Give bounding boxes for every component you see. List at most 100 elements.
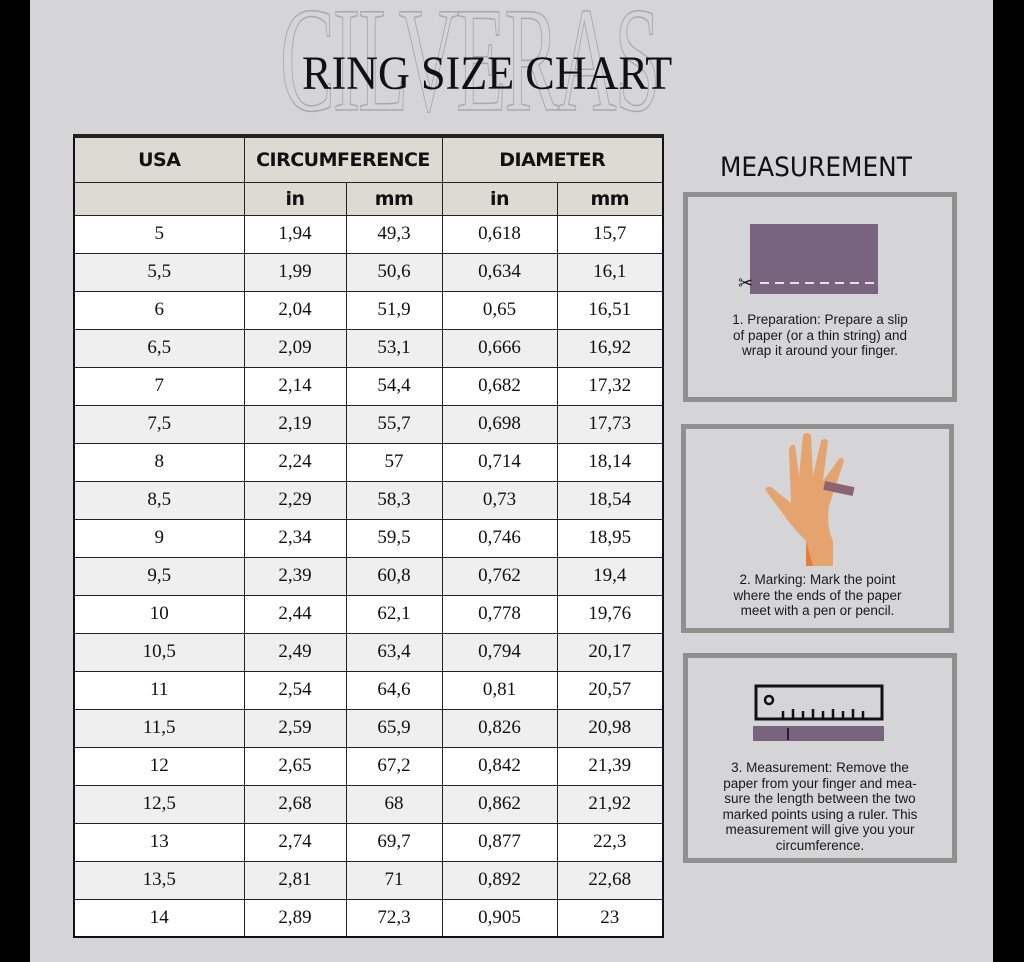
circumference-in-cell: 2,29 (243, 480, 347, 520)
ruler-icon (753, 684, 884, 741)
diameter-mm-cell: 23 (556, 898, 664, 938)
diameter-in-cell: 0,714 (441, 442, 558, 482)
table-row: 12,5 2,68 68 0,862 21,92 (73, 784, 664, 824)
usa-size-cell: 10 (73, 594, 245, 634)
table-row: 10,5 2,49 63,4 0,794 20,17 (73, 632, 664, 672)
table-row: 11,5 2,59 65,9 0,826 20,98 (73, 708, 664, 748)
circumference-in-cell: 2,81 (243, 860, 347, 900)
circumference-mm-cell: 54,4 (345, 366, 443, 406)
header-diameter: DIAMETER (441, 134, 664, 183)
unit-header-blank (73, 181, 245, 216)
circumference-in-cell: 1,99 (243, 252, 347, 292)
circumference-mm-cell: 57 (345, 442, 443, 482)
diameter-mm-cell: 22,68 (556, 860, 664, 900)
diameter-in-cell: 0,81 (441, 670, 558, 710)
circumference-mm-cell: 51,9 (345, 290, 443, 330)
page-title: RING SIZE CHART (302, 47, 673, 100)
diameter-in-cell: 0,892 (441, 860, 558, 900)
circumference-in-cell: 2,24 (243, 442, 347, 482)
table-row: 9 2,34 59,5 0,746 18,95 (73, 518, 664, 558)
diameter-in-cell: 0,842 (441, 746, 558, 786)
diameter-mm-cell: 22,3 (556, 822, 664, 862)
step-1-card: ✂ 1. Preparation: Prepare a slip of pape… (683, 192, 957, 402)
circumference-in-cell: 2,34 (243, 518, 347, 558)
usa-size-cell: 6,5 (73, 328, 245, 368)
usa-size-cell: 13,5 (73, 860, 245, 900)
table-row: 13 2,74 69,7 0,877 22,3 (73, 822, 664, 862)
circumference-mm-cell: 64,6 (345, 670, 443, 710)
step-text-line: wrap it around your finger. (741, 343, 899, 358)
header-circumference: CIRCUMFERENCE (243, 134, 443, 183)
step-2-card: 2. Marking: Mark the point where the end… (681, 424, 954, 633)
step-text-line: of paper (or a thin string) and (732, 327, 908, 343)
hand-with-paper-ring-icon (765, 433, 855, 566)
step-text-line: circumference. (775, 837, 865, 853)
diameter-in-cell: 0,618 (441, 214, 558, 254)
circumference-mm-cell: 72,3 (345, 898, 443, 938)
step-text-line: measurement will give you your (725, 822, 915, 837)
table-body: 5 1,94 49,3 0,618 15,7 5,5 1,99 50,6 0,634 16,1 6 2… (73, 214, 664, 938)
diameter-mm-cell: 17,73 (556, 404, 664, 444)
step-text-line: sure the length between the two (724, 791, 916, 806)
circumference-mm-cell: 50,6 (345, 252, 443, 292)
diameter-mm-cell: 20,17 (556, 632, 664, 672)
table-row: 5 1,94 49,3 0,618 15,7 (73, 214, 664, 254)
circumference-in-cell: 2,44 (243, 594, 347, 634)
usa-size-cell: 5,5 (73, 252, 245, 292)
step-3-text: 3. Measurement: Remove the paper from yo… (688, 760, 952, 853)
diameter-in-cell: 0,65 (441, 290, 558, 330)
header-usa: USA (73, 134, 245, 183)
unit-header-circ-mm: mm (345, 181, 443, 216)
diameter-mm-cell: 19,76 (556, 594, 664, 634)
diameter-mm-cell: 20,98 (556, 708, 664, 748)
circumference-in-cell: 1,94 (243, 214, 347, 254)
circumference-in-cell: 2,09 (243, 328, 347, 368)
step-text-line: marked points using a ruler. This (722, 806, 918, 822)
diameter-in-cell: 0,826 (441, 708, 558, 748)
step-text-line: meet with a pen or pencil. (740, 603, 895, 618)
usa-size-cell: 5 (73, 214, 245, 254)
circumference-in-cell: 2,49 (243, 632, 347, 672)
unit-header-circ-in: in (243, 181, 347, 216)
diameter-mm-cell: 15,7 (556, 214, 664, 254)
step-text-line: 1. Preparation: Prepare a slip (732, 312, 908, 327)
diameter-mm-cell: 18,14 (556, 442, 664, 482)
usa-size-cell: 8 (73, 442, 245, 482)
circumference-in-cell: 2,59 (243, 708, 347, 748)
table-row: 12 2,65 67,2 0,842 21,39 (73, 746, 664, 786)
diameter-in-cell: 0,877 (441, 822, 558, 862)
usa-size-cell: 6 (73, 290, 245, 330)
diameter-in-cell: 0,682 (441, 366, 558, 406)
table-row: 10 2,44 62,1 0,778 19,76 (73, 594, 664, 634)
circumference-mm-cell: 63,4 (345, 632, 443, 672)
circumference-in-cell: 2,19 (243, 404, 347, 444)
step-3-card: 3. Measurement: Remove the paper from yo… (683, 653, 957, 863)
table-row: 13,5 2,81 71 0,892 22,68 (73, 860, 664, 900)
usa-size-cell: 8,5 (73, 480, 245, 520)
circumference-in-cell: 2,39 (243, 556, 347, 596)
diameter-in-cell: 0,905 (441, 898, 558, 938)
circumference-in-cell: 2,65 (243, 746, 347, 786)
step-1-text: 1. Preparation: Prepare a slip of paper … (688, 312, 952, 359)
step-2-text: 2. Marking: Mark the point where the end… (686, 572, 949, 619)
diameter-in-cell: 0,746 (441, 518, 558, 558)
usa-size-cell: 12,5 (73, 784, 245, 824)
table-row: 11 2,54 64,6 0,81 20,57 (73, 670, 664, 710)
usa-size-cell: 9 (73, 518, 245, 558)
diameter-mm-cell: 18,95 (556, 518, 664, 558)
diameter-mm-cell: 16,51 (556, 290, 664, 330)
usa-size-cell: 12 (73, 746, 245, 786)
unit-header-diam-in: in (441, 181, 558, 216)
circumference-mm-cell: 68 (345, 784, 443, 824)
circumference-in-cell: 2,74 (243, 822, 347, 862)
unit-header-diam-mm: mm (556, 181, 664, 216)
usa-size-cell: 10,5 (73, 632, 245, 672)
usa-size-cell: 11,5 (73, 708, 245, 748)
table-row: 7,5 2,19 55,7 0,698 17,73 (73, 404, 664, 444)
usa-size-cell: 7 (73, 366, 245, 406)
usa-size-cell: 7,5 (73, 404, 245, 444)
table-row: 9,5 2,39 60,8 0,762 19,4 (73, 556, 664, 596)
usa-size-cell: 13 (73, 822, 245, 862)
paper-slip-scissors-icon: ✂ (738, 224, 878, 294)
circumference-mm-cell: 59,5 (345, 518, 443, 558)
